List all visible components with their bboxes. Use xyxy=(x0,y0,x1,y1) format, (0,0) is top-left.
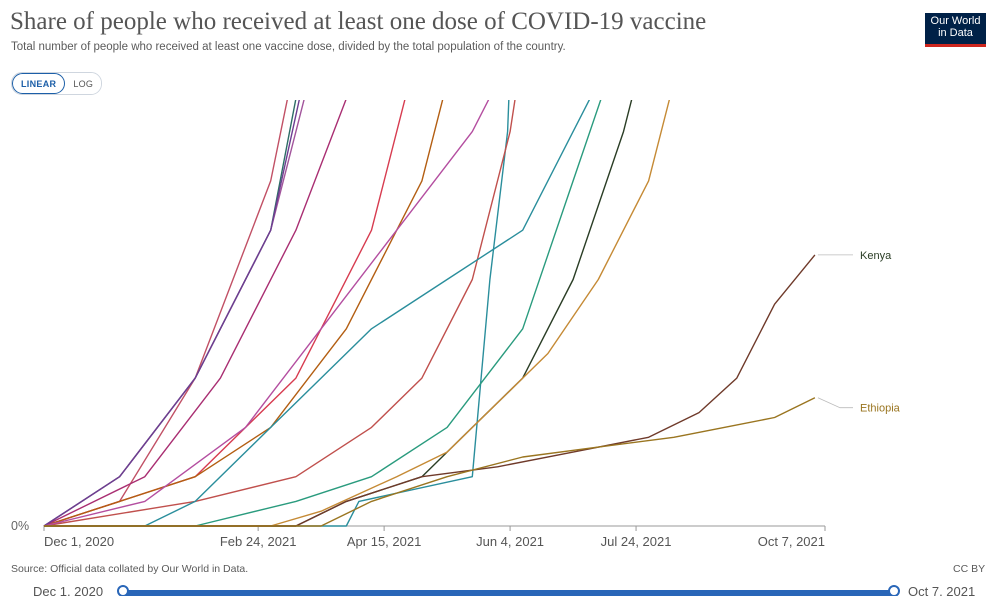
y-tick-label: 0% xyxy=(11,519,29,533)
series-line-cuba xyxy=(44,100,510,527)
series-line-belarus xyxy=(43,100,490,527)
license-label[interactable]: CC BY xyxy=(953,563,986,575)
x-tick-label: Feb 24, 2021 xyxy=(220,534,297,549)
series-line-ethiopia xyxy=(44,397,816,527)
series-line-pakistan xyxy=(44,100,633,527)
line-chart[interactable]: 0%10%20%30%40%50%60%70%80%Dec 1, 2020Feb… xyxy=(0,100,1000,560)
series-line-singapore xyxy=(43,100,288,527)
series-line-china xyxy=(43,100,406,527)
x-tick-label: Dec 1, 2020 xyxy=(44,534,114,549)
legend-leader-ethiopia xyxy=(817,397,853,409)
legend-label-ethiopia: Ethiopia xyxy=(860,403,901,415)
series-line-indonesia xyxy=(44,100,591,527)
x-tick-label: Oct 7, 2021 xyxy=(758,534,825,549)
series-line-russia xyxy=(43,100,347,527)
source-note: Source: Official data collated by Our Wo… xyxy=(11,563,249,575)
timeline-start-handle[interactable] xyxy=(117,585,129,596)
logo-line-1: Our World xyxy=(930,15,981,27)
x-tick-label: Jul 24, 2021 xyxy=(601,534,672,549)
series-line-ukraine xyxy=(44,100,670,527)
chart-title: Share of people who received at least on… xyxy=(10,8,707,35)
series-line-world xyxy=(43,100,444,527)
x-tick-label: Apr 15, 2021 xyxy=(347,534,421,549)
logo-line-2: in Data xyxy=(938,27,973,39)
timeline-end-label: Oct 7, 2021 xyxy=(908,584,976,596)
series-line-finland xyxy=(43,100,305,527)
timeline-end-handle[interactable] xyxy=(888,585,900,596)
x-tick-label: Jun 4, 2021 xyxy=(476,534,544,549)
chart-subtitle: Total number of people who received at l… xyxy=(11,41,566,53)
timeline-track[interactable] xyxy=(124,590,894,596)
owid-logo[interactable]: Our World in Data xyxy=(925,13,986,47)
log-scale-button[interactable]: LOG xyxy=(65,73,102,94)
series-line-ecuador xyxy=(43,100,516,527)
series-line-italy xyxy=(43,100,297,527)
timeline-slider[interactable]: Dec 1, 2020 Oct 7, 2021 xyxy=(0,582,1000,596)
legend-label-kenya: Kenya xyxy=(860,250,892,262)
series-line-georgia xyxy=(44,100,602,527)
series-line-kenya xyxy=(44,254,816,527)
timeline-start-label: Dec 1, 2020 xyxy=(33,584,104,596)
scale-toggle: LINEAR LOG xyxy=(11,72,103,95)
series-line-romania xyxy=(43,100,300,527)
linear-scale-button[interactable]: LINEAR xyxy=(12,73,66,94)
